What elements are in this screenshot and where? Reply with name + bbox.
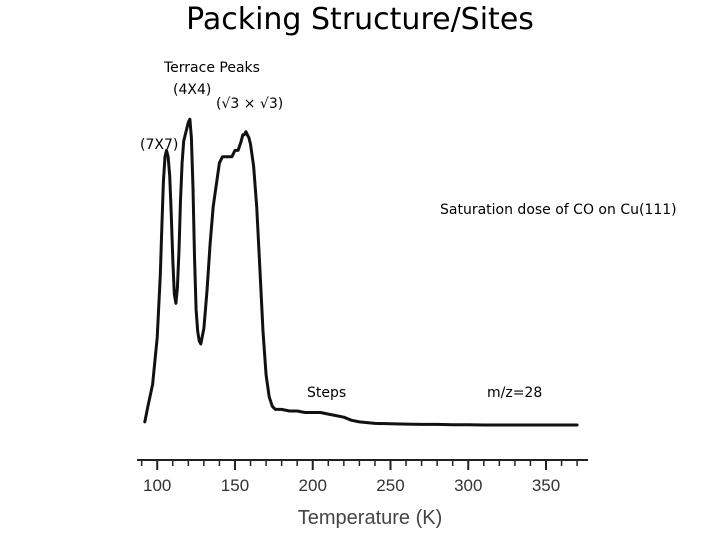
x-axis-title: Temperature (K) bbox=[298, 507, 443, 529]
x-tick-label: 150 bbox=[221, 476, 249, 495]
x-tick-label: 100 bbox=[143, 476, 171, 495]
terrace-peaks-label: Terrace Peaks bbox=[164, 60, 260, 76]
slide-title: Packing Structure/Sites bbox=[186, 2, 534, 37]
saturation-dose-label: Saturation dose of CO on Cu(111) bbox=[440, 202, 677, 218]
x-tick-label: 200 bbox=[299, 476, 327, 495]
sqrt3-peak-label: (√3 × √3) bbox=[216, 96, 284, 112]
x-tick-label: 250 bbox=[376, 476, 404, 495]
x-tick-label: 300 bbox=[454, 476, 482, 495]
4x4-peak-label: (4X4) bbox=[173, 82, 212, 98]
mass-charge-label: m/z=28 bbox=[487, 385, 543, 401]
7x7-peak-label: (7X7) bbox=[140, 137, 179, 153]
tick-layer: 100 150 200 250 300 350 bbox=[140, 460, 578, 495]
plot-line-layer bbox=[143, 117, 579, 427]
x-tick-label: 350 bbox=[532, 476, 560, 495]
series-line-0 bbox=[143, 117, 579, 427]
steps-label: Steps bbox=[307, 385, 347, 401]
